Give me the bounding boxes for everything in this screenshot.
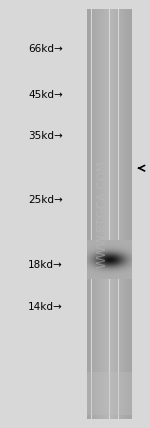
Text: 14kd→: 14kd→ [28, 302, 63, 312]
Bar [130, 9, 131, 419]
Bar [119, 9, 120, 419]
Bar [113, 9, 114, 419]
Bar [103, 9, 104, 419]
Bar [105, 9, 106, 419]
Bar [128, 9, 129, 419]
FancyBboxPatch shape [87, 372, 132, 415]
Bar [117, 9, 118, 419]
Bar [96, 9, 97, 419]
Bar [112, 9, 113, 419]
Bar [129, 9, 130, 419]
Bar [108, 9, 109, 419]
Bar [89, 9, 90, 419]
Text: WWW.PTGCA.COM: WWW.PTGCA.COM [96, 160, 108, 268]
Bar [90, 9, 91, 419]
Bar [98, 9, 99, 419]
Bar [110, 9, 111, 419]
Bar [120, 9, 121, 419]
Bar [114, 9, 115, 419]
Bar [121, 9, 122, 419]
Bar [92, 9, 93, 419]
Bar [87, 9, 88, 419]
Bar [91, 9, 92, 419]
Bar [100, 9, 101, 419]
Bar [97, 9, 98, 419]
Bar [104, 9, 105, 419]
Bar [95, 9, 96, 419]
Bar [122, 9, 123, 419]
Bar [101, 9, 102, 419]
Bar [127, 9, 128, 419]
Bar [123, 9, 124, 419]
Text: 45kd→: 45kd→ [28, 90, 63, 100]
Text: 18kd→: 18kd→ [28, 259, 63, 270]
Text: 25kd→: 25kd→ [28, 195, 63, 205]
Text: 66kd→: 66kd→ [28, 44, 63, 54]
Bar [116, 9, 117, 419]
Bar [126, 9, 127, 419]
Bar [99, 9, 100, 419]
Text: 35kd→: 35kd→ [28, 131, 63, 141]
Bar [102, 9, 103, 419]
Bar [88, 9, 89, 419]
Bar [129, 9, 130, 419]
Bar [106, 9, 107, 419]
Bar [115, 9, 116, 419]
Bar [94, 9, 95, 419]
Bar [93, 9, 94, 419]
Bar [118, 9, 119, 419]
Bar [131, 9, 132, 419]
Bar [109, 9, 110, 419]
